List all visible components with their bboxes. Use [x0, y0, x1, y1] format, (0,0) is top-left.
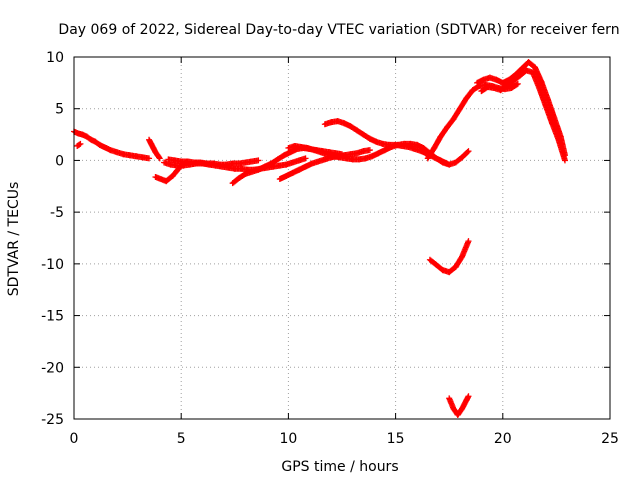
x-tick-label: 25: [601, 431, 619, 447]
x-tick-label: 15: [387, 431, 405, 447]
y-tick-label: 5: [55, 102, 64, 118]
data-point-marker: [146, 155, 153, 162]
y-tick-label: -5: [50, 205, 64, 221]
data-point-marker: [561, 157, 568, 164]
x-axis-label: GPS time / hours: [281, 459, 398, 475]
data-segment: [276, 147, 373, 183]
data-point-marker: [156, 155, 163, 162]
data-segment: [74, 140, 84, 149]
data-segment: [446, 393, 472, 418]
y-axis-label: SDTVAR / TECUs: [6, 182, 22, 297]
data-point-marker: [465, 393, 472, 400]
x-tick-label: 20: [494, 431, 512, 447]
data-point-marker: [156, 154, 163, 161]
data-point-marker: [444, 160, 451, 167]
data-segment: [146, 136, 163, 162]
data-segment: [424, 80, 521, 162]
y-tick-label: -15: [41, 309, 64, 325]
data-point-marker: [465, 238, 472, 245]
y-tick-label: -10: [41, 257, 64, 273]
ticks: 0 5 10 15 20 25 10 5 0 -5 -10 -15 -20 -25: [41, 50, 619, 447]
y-tick-label: 10: [46, 50, 64, 66]
data-point-marker: [514, 80, 521, 87]
data-point-marker: [255, 157, 262, 164]
x-tick-label: 0: [70, 431, 79, 447]
y-tick-label: -20: [41, 360, 64, 376]
plot-frame: [73, 56, 611, 420]
data-segment: [478, 67, 568, 164]
data-series: [71, 59, 568, 418]
data-segment: [165, 156, 262, 168]
data-point-marker: [76, 141, 83, 148]
x-tick-label: 5: [177, 431, 186, 447]
y-tick-label: 0: [55, 153, 64, 169]
data-point-marker: [513, 81, 520, 88]
data-point-marker: [366, 147, 373, 154]
y-tick-label: -25: [41, 412, 64, 428]
data-point-marker: [302, 155, 309, 162]
x-tick-label: 10: [279, 431, 297, 447]
grid: [74, 57, 610, 419]
data-segment: [426, 238, 472, 276]
data-segment: [71, 128, 153, 162]
data-point-marker: [464, 149, 471, 156]
data-segment: [321, 118, 451, 167]
data-point-marker: [77, 140, 84, 147]
data-point-marker: [465, 148, 472, 155]
chart-title: Day 069 of 2022, Sidereal Day-to-day VTE…: [58, 22, 619, 38]
